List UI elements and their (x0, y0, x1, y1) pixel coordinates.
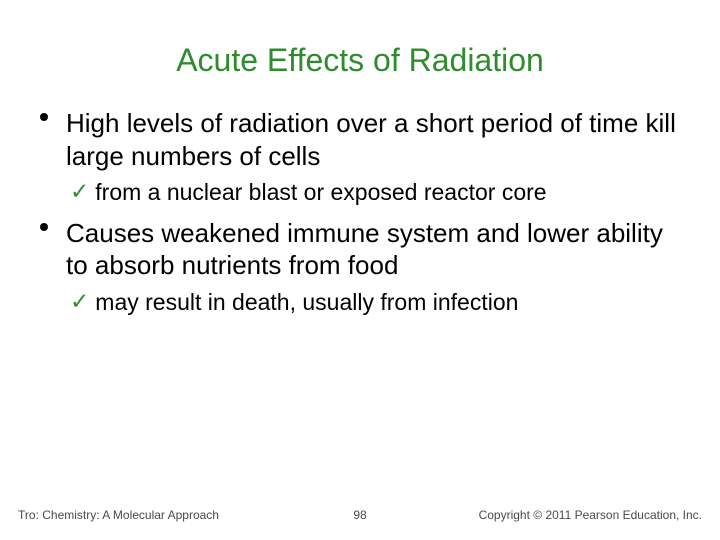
slide-content: High levels of radiation over a short pe… (0, 79, 720, 317)
checkmark-icon: ✓ (70, 178, 89, 206)
slide: Acute Effects of Radiation High levels o… (0, 0, 720, 540)
bullet-item: High levels of radiation over a short pe… (40, 107, 680, 172)
bullet-dot-icon (40, 223, 48, 231)
bullet-dot-icon (40, 113, 48, 121)
sub-bullet-item: ✓ from a nuclear blast or exposed reacto… (40, 178, 680, 207)
bullet-text: High levels of radiation over a short pe… (66, 107, 680, 172)
checkmark-icon: ✓ (70, 288, 89, 316)
sub-bullet-item: ✓ may result in death, usually from infe… (40, 288, 680, 317)
slide-title: Acute Effects of Radiation (0, 0, 720, 79)
bullet-item: Causes weakened immune system and lower … (40, 217, 680, 282)
footer-left: Tro: Chemistry: A Molecular Approach (18, 508, 219, 522)
bullet-text: Causes weakened immune system and lower … (66, 217, 680, 282)
sub-bullet-text: may result in death, usually from infect… (95, 288, 518, 317)
slide-footer: Tro: Chemistry: A Molecular Approach 98 … (0, 508, 720, 522)
sub-bullet-text: from a nuclear blast or exposed reactor … (95, 178, 546, 207)
footer-page-number: 98 (353, 508, 366, 522)
footer-right: Copyright © 2011 Pearson Education, Inc. (479, 508, 702, 522)
